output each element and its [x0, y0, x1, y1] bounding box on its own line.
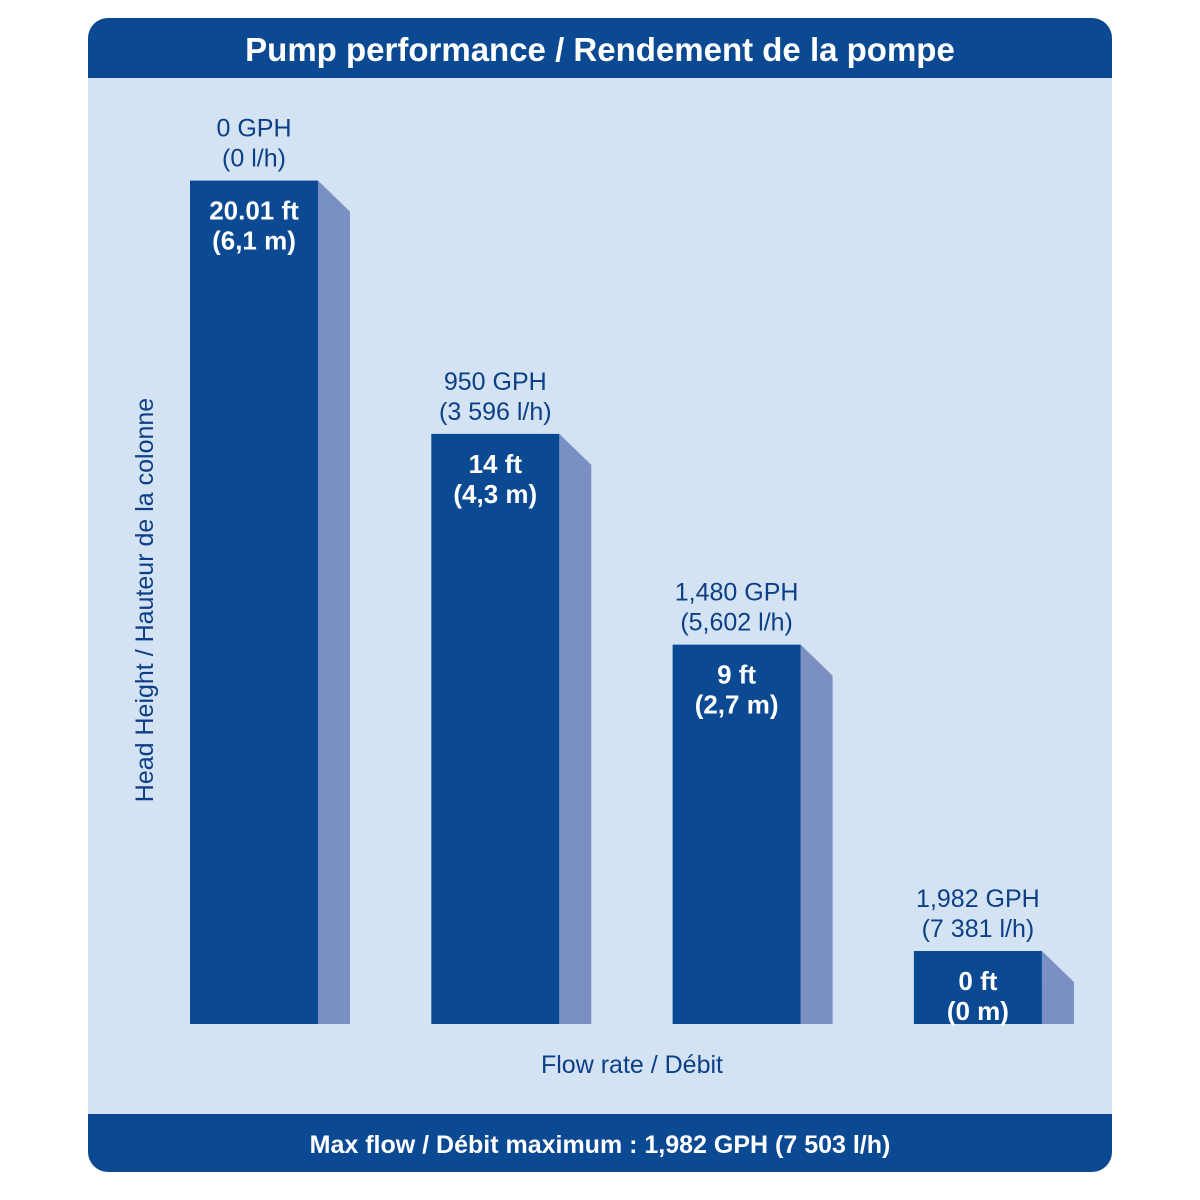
bar-value-m: (2,7 m) — [695, 690, 779, 720]
bar-side — [1041, 951, 1074, 1024]
chart-footer: Max flow / Débit maximum : 1,982 GPH (7 … — [310, 1131, 891, 1159]
bar-flow-lph: (7 381 l/h) — [922, 915, 1035, 943]
bar-value-m: (0 m) — [947, 996, 1009, 1026]
bar-side — [559, 433, 592, 1024]
bar-flow-lph: (5,602 l/h) — [680, 609, 793, 637]
bar-flow-gph: 950 GPH — [444, 368, 547, 396]
bar-value-ft: 20.01 ft — [209, 196, 299, 226]
bar-side — [318, 180, 350, 1025]
x-axis-label: Flow rate / Débit — [541, 1051, 723, 1079]
bar-value-ft: 9 ft — [717, 660, 756, 690]
bar-flow-gph: 0 GPH — [216, 115, 291, 143]
bar-flow-lph: (3 596 l/h) — [439, 398, 552, 426]
chart-title: Pump performance / Rendement de la pompe — [245, 31, 955, 68]
bar — [913, 951, 1042, 1024]
bar-flow-gph: 1,480 GPH — [675, 579, 799, 607]
bar-side — [800, 644, 833, 1024]
bar-value-ft: 14 ft — [469, 449, 523, 479]
bar — [431, 433, 560, 1024]
bar — [190, 180, 318, 1025]
bar-flow-gph: 1,982 GPH — [916, 885, 1040, 913]
bar-value-ft: 0 ft — [958, 966, 997, 996]
y-axis-label: Head Height / Hauteur de la colonne — [131, 398, 159, 802]
bar-value-m: (6,1 m) — [212, 226, 296, 256]
bar-flow-lph: (0 l/h) — [222, 145, 286, 173]
bar — [672, 644, 801, 1024]
bar-value-m: (4,3 m) — [453, 479, 537, 509]
